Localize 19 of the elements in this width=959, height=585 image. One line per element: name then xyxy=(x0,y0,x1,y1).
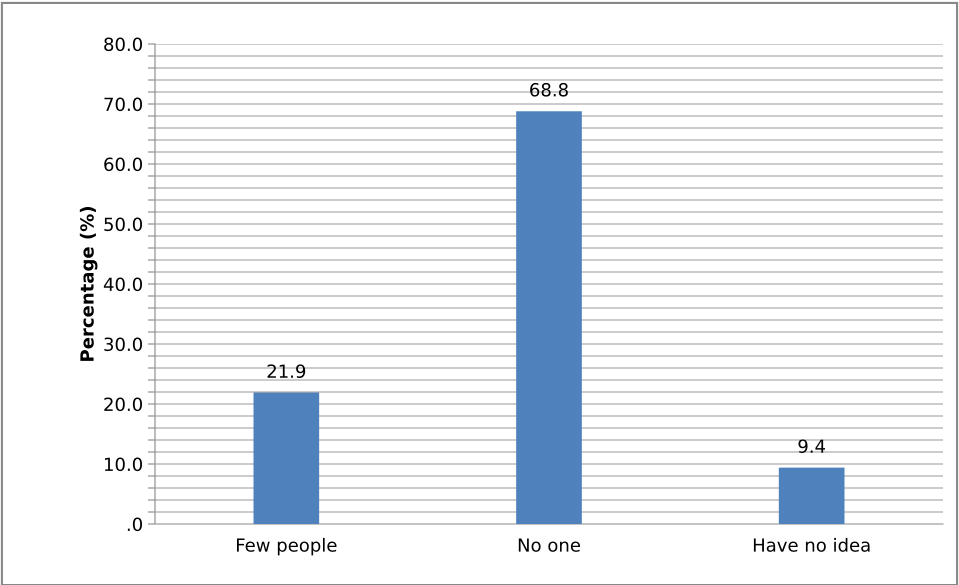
bar xyxy=(516,111,582,524)
x-tick-label: No one xyxy=(518,538,580,552)
y-axis-title: Percentage (%) xyxy=(80,207,98,361)
y-tick-label: 30.0 xyxy=(104,337,142,352)
bar xyxy=(778,468,844,524)
y-tick-label: 40.0 xyxy=(104,277,142,292)
y-tick-label: 60.0 xyxy=(104,157,142,172)
y-tick-label: 70.0 xyxy=(104,97,142,112)
y-tick-label: .0 xyxy=(128,517,142,532)
data-label: 21.9 xyxy=(268,364,306,378)
x-tick-label: Have no idea xyxy=(754,538,870,552)
y-tick-label: 20.0 xyxy=(104,397,142,412)
bar xyxy=(254,392,320,524)
x-tick-label: Few people xyxy=(237,538,336,556)
y-tick-label: 80.0 xyxy=(104,37,142,52)
y-tick-label: 50.0 xyxy=(104,217,142,232)
y-tick-label: 10.0 xyxy=(104,457,142,472)
data-label: 9.4 xyxy=(798,439,826,453)
data-label: 68.8 xyxy=(530,82,568,97)
